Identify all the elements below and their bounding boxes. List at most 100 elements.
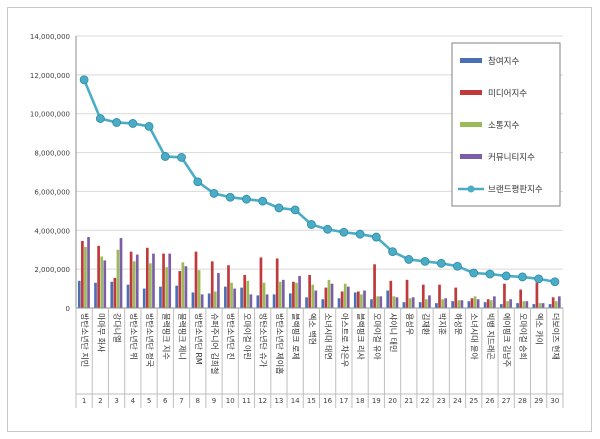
bar [314,290,318,308]
legend-label: 미디어지수 [488,88,527,99]
x-tick-label: 샤이니 태민 [389,313,399,352]
bar [554,301,558,308]
rank-label: 24 [453,397,462,405]
rank-label: 19 [372,397,381,405]
bar [129,251,133,308]
bar [246,280,250,308]
line-point [501,271,511,281]
bar [340,291,344,308]
x-tick-label: 소녀시대 윤아 [470,313,480,360]
bar [500,304,503,308]
legend-swatch [460,154,482,159]
rank-label: 15 [307,397,316,405]
rank-label: 6 [163,397,168,405]
rank-label: 7 [179,397,183,405]
bar [159,286,162,308]
rank-label: 16 [323,397,332,405]
bar [425,299,428,308]
x-tick-label: 블랙핑크 로제 [291,313,301,360]
bar [489,300,493,308]
rank-label: 25 [469,397,478,405]
bar [343,283,347,308]
line-point [144,121,154,131]
x-tick-label: 강다니엘 [113,313,123,342]
line-point [274,203,284,213]
x-tick-label: 소녀시대 태연 [324,313,333,360]
line-point [225,192,235,202]
bar [178,271,182,308]
bar [197,270,201,308]
bar [84,246,87,308]
line-point [453,261,462,271]
bar [272,294,276,308]
y-tick-label: 2,000,000 [34,266,70,274]
bar [87,237,90,308]
rank-label: 28 [518,397,527,405]
bar [402,302,406,308]
y-tick-label: 4,000,000 [34,227,70,235]
rank-label: 12 [258,397,267,405]
x-tick-label: 오마이걸 아린 [242,313,252,360]
bar [411,297,415,308]
rank-label: 14 [291,397,300,405]
bar [243,274,247,308]
bar [467,301,471,308]
bar [217,273,220,308]
x-tick-label: 방탄소년단 지민 [80,313,90,367]
y-axis: 0 2,000,000 4,000,000 6,000,000 8,000,000 10,… [30,33,77,313]
bar [395,297,399,308]
line-point [242,194,251,204]
line-point [534,274,544,284]
x-tick-label: 블랙핑크 제니 [178,313,188,360]
bar [295,282,298,308]
rank-label: 20 [388,397,397,405]
bar [184,266,188,308]
rank-label: 27 [502,397,511,405]
rank-label: 2 [98,397,102,405]
bar [525,301,529,308]
bar [110,281,114,308]
line-point [371,232,381,242]
bar [240,287,243,308]
bar [557,296,561,308]
line-point [128,119,138,128]
bar [370,299,373,308]
bar [278,281,282,308]
bar [486,299,490,308]
rank-label: 30 [550,397,559,405]
y-tick-label: 0 [66,305,70,313]
bar [181,262,185,308]
bar [275,258,279,308]
line-point [420,256,430,266]
bar [324,287,328,308]
bar [152,253,155,308]
rank-label: 4 [131,397,136,405]
bar [230,282,233,308]
line-point [290,205,300,215]
x-tick-label: 마마무 화사 [96,313,105,353]
bar [522,301,526,308]
rank-label: 21 [404,397,413,405]
bar [165,267,168,308]
bar [405,279,409,308]
x-tick-label: 용성우 [405,313,414,335]
line-point [550,277,560,287]
bar [551,297,555,308]
x-tick-label: 김재환 [421,313,431,336]
bar [100,256,104,308]
bar [506,301,509,308]
x-tick-label: 슈퍼주니어 김희철 [210,313,220,374]
bar [321,299,325,308]
bar [460,300,464,308]
line-point [177,153,186,162]
bar [493,296,496,308]
bar [392,296,396,308]
legend-label: 참여지수 [488,56,519,67]
line-point [112,118,121,127]
rank-label: 23 [437,397,446,405]
bar [77,280,81,308]
bar [249,294,253,308]
rank-label: 17 [339,397,348,405]
x-tick-label: 하성운 [453,313,463,335]
